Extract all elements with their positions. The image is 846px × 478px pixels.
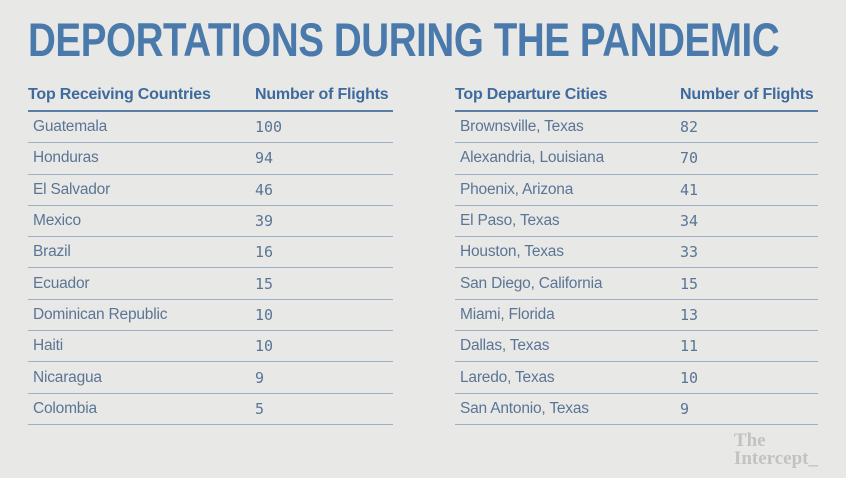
table-row: El Paso, Texas 34 [455,206,818,238]
row-label: Houston, Texas [460,243,564,261]
table-row: Mexico 39 [28,206,393,238]
row-value: 13 [680,305,699,324]
table-row: Dominican Republic 10 [28,300,393,332]
page-title: DEPORTATIONS DURING THE PANDEMIC [28,13,780,66]
table-row: Houston, Texas 33 [455,237,818,269]
receiving-countries-table: Top Receiving Countries Number of Flight… [28,76,393,425]
row-value: 15 [255,274,274,293]
column-header-cities: Top Departure Cities [455,86,608,103]
column-header-flights-left: Number of Flights [255,86,389,103]
the-intercept-logo: The Intercept_ [733,429,818,469]
row-label: Brownsville, Texas [460,118,584,136]
row-label: San Antonio, Texas [460,399,589,417]
row-value: 9 [255,368,265,387]
row-value: 10 [255,305,274,324]
table-row: Phoenix, Arizona 41 [455,175,818,206]
table-row: Colombia 5 [28,394,393,425]
table-row: Miami, Florida 13 [455,300,818,332]
row-value: 16 [255,243,274,262]
row-label: Laredo, Texas [460,368,555,386]
table-row: Ecuador 15 [28,268,393,300]
table-row: Alexandria, Louisiana 70 [455,143,818,175]
row-value: 5 [255,399,265,418]
row-value: 10 [255,337,274,356]
row-value: 15 [680,274,699,293]
row-label: Guatemala [33,118,108,136]
table-row: Dallas, Texas 11 [455,331,818,363]
row-label: El Salvador [33,180,111,198]
row-value: 10 [680,368,699,387]
departure-cities-table-header: Top Departure Cities Number of Flights [455,76,818,112]
row-value: 11 [680,337,699,356]
row-label: San Diego, California [460,274,603,292]
row-label: Phoenix, Arizona [460,180,574,198]
row-label: Colombia [33,399,97,417]
departure-cities-rows: Brownsville, Texas 82 Alexandria, Louisian… [455,112,818,425]
table-row: Haiti 10 [28,331,393,363]
row-label: Nicaragua [33,368,102,386]
row-label: Ecuador [33,274,90,292]
row-value: 34 [680,212,699,231]
row-value: 46 [255,180,274,199]
row-value: 41 [680,180,699,199]
row-label: Dominican Republic [33,305,168,323]
row-label: Honduras [33,149,99,167]
receiving-countries-rows: Guatemala 100 Honduras 94 El Salvador 46 Mexic… [28,112,393,425]
table-row: Guatemala 100 [28,112,393,144]
row-value: 39 [255,212,274,231]
row-value: 82 [680,118,699,137]
row-value: 70 [680,149,699,168]
departure-cities-table: Top Departure Cities Number of Flights B… [455,76,818,425]
table-row: Brownsville, Texas 82 [455,112,818,144]
row-value: 9 [680,399,690,418]
column-header-flights-right: Number of Flights [680,86,814,103]
table-row: San Antonio, Texas 9 [455,394,818,425]
row-label: Brazil [33,243,71,261]
table-row: Honduras 94 [28,143,393,175]
logo-line-the: The [733,429,766,451]
table-row: Brazil 16 [28,237,393,269]
table-row: El Salvador 46 [28,175,393,206]
row-label: Mexico [33,212,81,230]
row-value: 94 [255,149,274,168]
row-value: 100 [255,118,283,137]
table-row: San Diego, California 15 [455,268,818,300]
row-label: Dallas, Texas [460,337,550,355]
row-label: Haiti [33,337,64,355]
logo-line-intercept: Intercept_ [733,447,818,469]
row-label: Alexandria, Louisiana [460,149,605,167]
row-label: El Paso, Texas [460,212,560,230]
tables-container: Top Receiving Countries Number of Flight… [28,76,818,425]
receiving-countries-table-header: Top Receiving Countries Number of Flight… [28,76,393,112]
row-label: Miami, Florida [460,305,555,323]
row-value: 33 [680,243,699,262]
table-row: Nicaragua 9 [28,362,393,394]
column-header-countries: Top Receiving Countries [28,86,211,103]
table-row: Laredo, Texas 10 [455,362,818,394]
